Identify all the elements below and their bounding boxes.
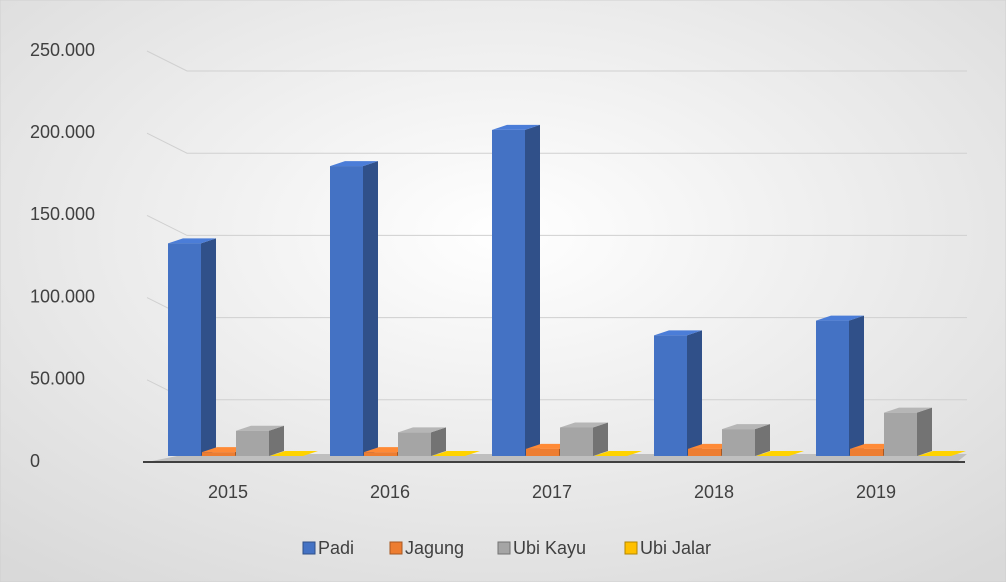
legend-swatch [624, 541, 638, 555]
grid-line [146, 132, 967, 154]
bar [168, 243, 201, 456]
y-tick-label: 250.000 [30, 40, 95, 60]
y-tick-label: 0 [30, 451, 40, 471]
bar-top [236, 425, 284, 431]
bar [560, 427, 593, 456]
bar-top [654, 330, 702, 336]
legend-swatch [302, 541, 316, 555]
x-tick-label: 2015 [208, 482, 248, 502]
bar-side [687, 330, 702, 456]
bar [884, 412, 917, 456]
bar [722, 429, 755, 456]
bar-top [594, 451, 642, 456]
bar [364, 452, 397, 456]
x-tick-label: 2017 [532, 482, 572, 502]
legend-label: Ubi Jalar [640, 538, 711, 558]
legend-swatch [389, 541, 403, 555]
y-tick-label: 50.000 [30, 369, 85, 389]
bar-side [755, 424, 770, 456]
bar-top [816, 315, 864, 321]
grid-line [146, 50, 967, 72]
bar-top [560, 422, 608, 428]
bar [398, 432, 431, 456]
bar-top [330, 161, 378, 167]
bar-top [884, 407, 932, 413]
x-tick-label: 2019 [856, 482, 896, 502]
y-tick-label: 200.000 [30, 122, 95, 142]
bar-top [168, 238, 216, 244]
bar-side [849, 315, 864, 456]
bar-top [722, 424, 770, 430]
grid-line [146, 214, 967, 236]
x-tick-label: 2016 [370, 482, 410, 502]
bar-side [269, 425, 284, 456]
x-tick-label: 2018 [694, 482, 734, 502]
bar [850, 448, 883, 456]
bar-top [270, 451, 318, 456]
legend-label: Jagung [405, 538, 464, 558]
bar-side [593, 422, 608, 456]
bar [816, 320, 849, 456]
bar-side [917, 407, 932, 456]
bar [688, 448, 721, 456]
bar [526, 448, 559, 456]
bar-top [398, 427, 446, 433]
bar [202, 452, 235, 456]
bar [236, 430, 269, 456]
legend-swatch [497, 541, 511, 555]
bar-top [492, 124, 540, 130]
bar [330, 166, 363, 456]
bar-top [756, 451, 804, 456]
bar-side [431, 427, 446, 456]
bar-side [525, 124, 540, 457]
bar-side [363, 161, 378, 456]
bar-top [432, 451, 480, 456]
y-tick-label: 150.000 [30, 204, 95, 224]
legend-label: Padi [318, 538, 354, 558]
bar [492, 129, 525, 457]
bar [654, 335, 687, 456]
y-tick-label: 100.000 [30, 286, 95, 306]
bar-side [201, 238, 216, 456]
legend-label: Ubi Kayu [513, 538, 586, 558]
bar-top [918, 451, 966, 456]
